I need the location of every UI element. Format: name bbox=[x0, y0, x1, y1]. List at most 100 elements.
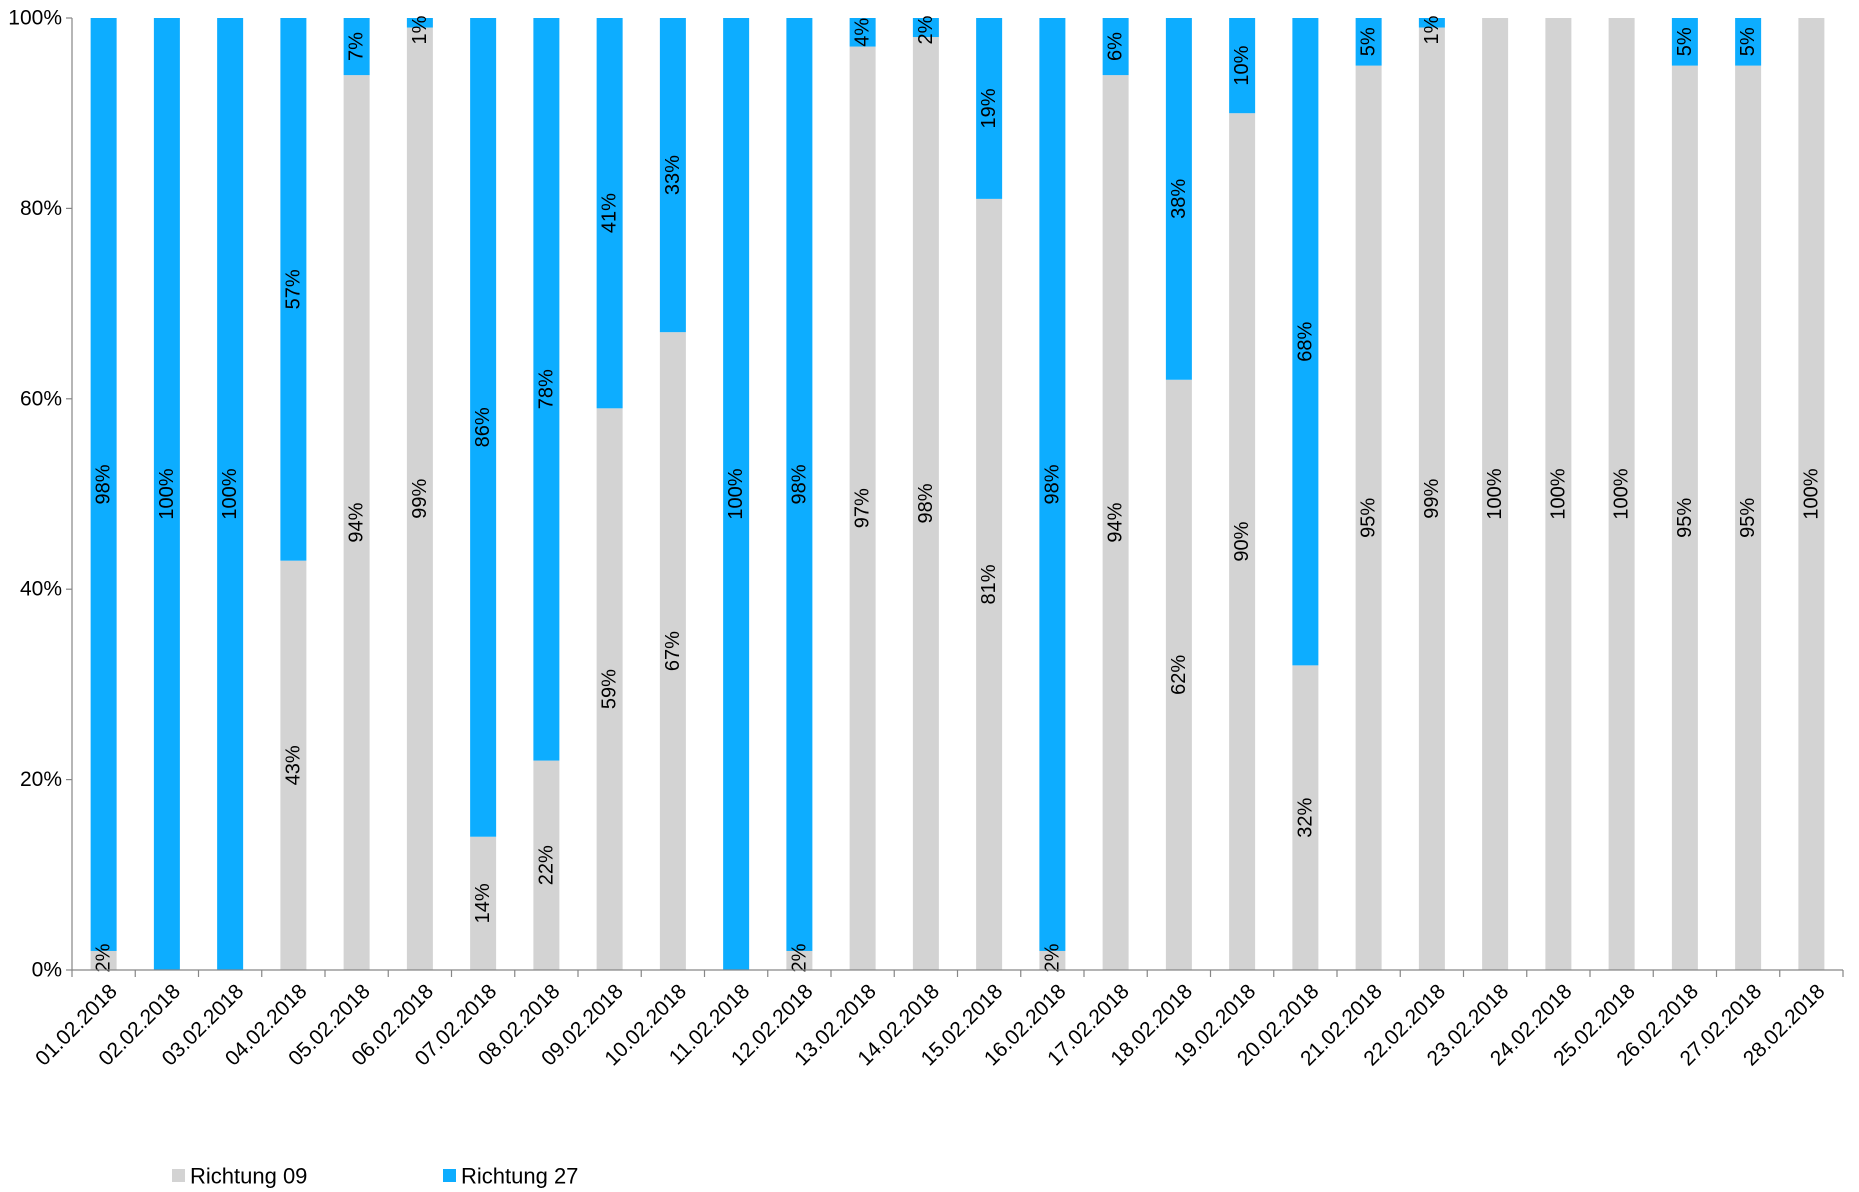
bar-richtung-09-26 bbox=[1671, 65, 1698, 971]
bar-richtung-27-3 bbox=[217, 18, 244, 970]
legend-label-richtung-27: Richtung 27 bbox=[461, 1164, 578, 1189]
bar-label-richtung-27-18: 38% bbox=[1168, 179, 1190, 219]
bar-label-richtung-09-25: 100% bbox=[1611, 468, 1633, 519]
bar-label-richtung-27-12: 98% bbox=[788, 464, 810, 504]
bar-richtung-27-13 bbox=[849, 18, 876, 47]
bar-label-richtung-27-11: 100% bbox=[725, 468, 747, 519]
bar-label-richtung-27-3: 100% bbox=[219, 468, 241, 519]
bar-richtung-09-19 bbox=[1229, 113, 1256, 970]
bar-label-richtung-27-19: 10% bbox=[1231, 45, 1253, 85]
bar-label-richtung-27-10: 33% bbox=[662, 155, 684, 195]
bar-label-richtung-27-17: 6% bbox=[1105, 32, 1127, 61]
bar-richtung-27-19 bbox=[1229, 18, 1256, 114]
legend: Richtung 09 Richtung 27 bbox=[172, 1164, 578, 1189]
bar-richtung-27-1 bbox=[90, 18, 117, 951]
legend-label-richtung-09: Richtung 09 bbox=[190, 1164, 307, 1189]
y-tick-label: 40% bbox=[20, 578, 62, 601]
bar-richtung-09-27 bbox=[1735, 65, 1762, 971]
bar-richtung-27-17 bbox=[1102, 18, 1129, 76]
bar-label-richtung-09-23: 100% bbox=[1484, 468, 1506, 519]
bar-label-richtung-09-10: 67% bbox=[662, 631, 684, 671]
bar-richtung-09-1 bbox=[90, 950, 117, 970]
bar-label-richtung-09-26: 95% bbox=[1674, 498, 1696, 538]
bar-label-richtung-27-21: 5% bbox=[1358, 27, 1380, 56]
bar-richtung-09-22 bbox=[1418, 27, 1445, 970]
bar-richtung-09-6 bbox=[406, 27, 433, 970]
bar-richtung-27-22 bbox=[1418, 18, 1445, 28]
bar-label-richtung-27-14: 2% bbox=[915, 15, 937, 44]
y-tick-label: 60% bbox=[20, 387, 62, 410]
bar-label-richtung-09-27: 95% bbox=[1737, 498, 1759, 538]
y-tick-label: 100% bbox=[8, 7, 62, 30]
bar-labels-layer: 2% 98% 100% 100% 43% 57% 94% 7% 99% 1% 14% 86% 22% 78… bbox=[93, 15, 1823, 972]
bar-label-richtung-27-5: 7% bbox=[346, 32, 368, 61]
bar-label-richtung-09-9: 59% bbox=[599, 669, 621, 709]
bar-label-richtung-09-5: 94% bbox=[346, 502, 368, 542]
bar-richtung-27-8 bbox=[533, 18, 560, 761]
bar-label-richtung-27-2: 100% bbox=[156, 468, 178, 519]
bar-label-richtung-09-14: 98% bbox=[915, 483, 937, 523]
bar-label-richtung-27-22: 1% bbox=[1421, 15, 1443, 44]
bar-richtung-27-14 bbox=[912, 18, 939, 38]
y-tick-label: 80% bbox=[20, 197, 62, 220]
bar-label-richtung-09-15: 81% bbox=[978, 564, 1000, 604]
bar-label-richtung-27-15: 19% bbox=[978, 88, 1000, 128]
bar-richtung-27-27 bbox=[1735, 18, 1762, 66]
bar-label-richtung-27-9: 41% bbox=[599, 193, 621, 233]
bar-label-richtung-09-6: 99% bbox=[409, 479, 431, 519]
bar-richtung-09-10 bbox=[659, 332, 686, 970]
bar-label-richtung-09-20: 32% bbox=[1294, 797, 1316, 837]
bars-layer bbox=[90, 18, 1825, 971]
bar-richtung-27-21 bbox=[1355, 18, 1382, 66]
bar-label-richtung-27-1: 98% bbox=[93, 464, 115, 504]
bar-richtung-09-17 bbox=[1102, 75, 1129, 971]
bar-richtung-09-7 bbox=[470, 836, 497, 970]
bar-label-richtung-09-18: 62% bbox=[1168, 655, 1190, 695]
bar-richtung-09-25 bbox=[1608, 18, 1635, 970]
bar-label-richtung-27-20: 68% bbox=[1294, 321, 1316, 361]
bar-richtung-09-18 bbox=[1165, 379, 1192, 970]
bar-richtung-27-4 bbox=[280, 18, 307, 561]
bar-label-richtung-27-4: 57% bbox=[282, 269, 304, 309]
bar-richtung-09-16 bbox=[1039, 950, 1066, 970]
bar-richtung-27-2 bbox=[153, 18, 180, 970]
bar-label-richtung-09-16: 2% bbox=[1041, 943, 1063, 972]
bar-label-richtung-09-4: 43% bbox=[282, 745, 304, 785]
bar-label-richtung-09-13: 97% bbox=[852, 488, 874, 528]
bar-richtung-27-16 bbox=[1039, 18, 1066, 951]
bar-richtung-27-26 bbox=[1671, 18, 1698, 66]
legend-swatch-richtung-27 bbox=[443, 1169, 456, 1182]
bar-richtung-09-21 bbox=[1355, 65, 1382, 971]
bar-richtung-09-13 bbox=[849, 46, 876, 971]
bar-richtung-27-15 bbox=[976, 18, 1003, 199]
bar-richtung-27-7 bbox=[470, 18, 497, 837]
bar-label-richtung-27-8: 78% bbox=[535, 369, 557, 409]
bar-label-richtung-09-19: 90% bbox=[1231, 521, 1253, 561]
bar-richtung-09-9 bbox=[596, 408, 623, 970]
bar-richtung-09-5 bbox=[343, 75, 370, 971]
bar-richtung-27-9 bbox=[596, 18, 623, 409]
bar-label-richtung-09-1: 2% bbox=[93, 943, 115, 972]
bar-richtung-27-10 bbox=[659, 18, 686, 333]
legend-swatch-richtung-09 bbox=[172, 1169, 185, 1182]
bar-label-richtung-09-28: 100% bbox=[1800, 468, 1822, 519]
bar-richtung-09-24 bbox=[1545, 18, 1572, 970]
bar-label-richtung-27-27: 5% bbox=[1737, 27, 1759, 56]
bar-label-richtung-27-13: 4% bbox=[852, 18, 874, 47]
bar-richtung-09-12 bbox=[786, 950, 813, 970]
bar-label-richtung-09-24: 100% bbox=[1547, 468, 1569, 519]
bar-label-richtung-27-16: 98% bbox=[1041, 464, 1063, 504]
bar-richtung-27-12 bbox=[786, 18, 813, 951]
bar-label-richtung-09-12: 2% bbox=[788, 943, 810, 972]
bar-label-richtung-27-6: 1% bbox=[409, 15, 431, 44]
bar-label-richtung-27-7: 86% bbox=[472, 407, 494, 447]
bar-richtung-27-11 bbox=[723, 18, 750, 970]
bar-richtung-09-20 bbox=[1292, 665, 1319, 970]
bar-label-richtung-09-22: 99% bbox=[1421, 479, 1443, 519]
bar-label-richtung-09-17: 94% bbox=[1105, 502, 1127, 542]
bar-richtung-27-18 bbox=[1165, 18, 1192, 380]
bar-label-richtung-09-8: 22% bbox=[535, 845, 557, 885]
bar-richtung-09-15 bbox=[976, 198, 1003, 970]
bar-label-richtung-09-7: 14% bbox=[472, 883, 494, 923]
